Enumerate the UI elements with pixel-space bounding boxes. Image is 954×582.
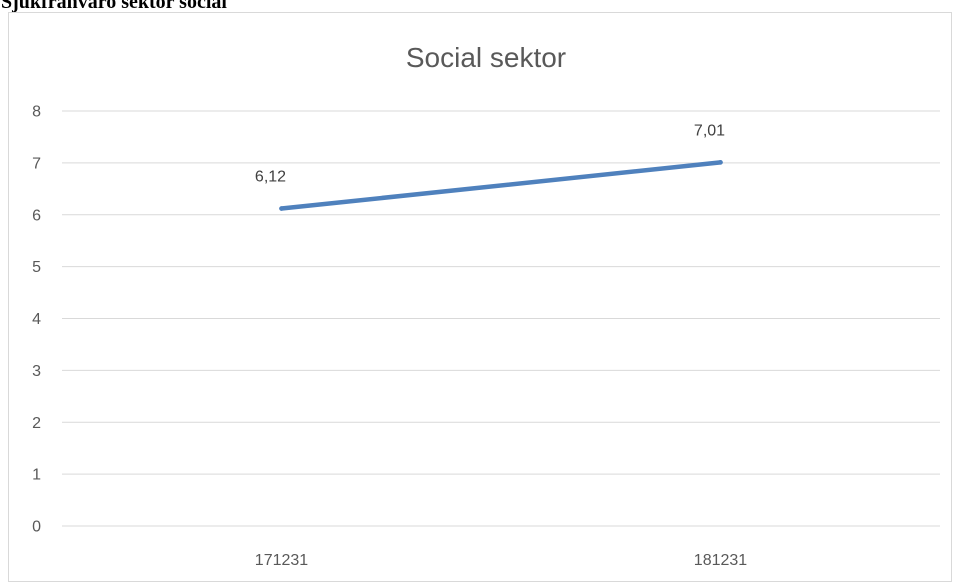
y-tick-label: 0 xyxy=(32,519,41,536)
x-tick-label: 171231 xyxy=(255,552,308,569)
chart-title: Social sektor xyxy=(406,42,566,73)
y-tick-label: 7 xyxy=(32,155,41,172)
y-tick-label: 4 xyxy=(32,311,41,328)
y-tick-label: 8 xyxy=(32,104,41,121)
data-label: 6,12 xyxy=(255,169,286,186)
y-tick-label: 6 xyxy=(32,207,41,224)
series-layer xyxy=(279,160,723,211)
series-line xyxy=(279,160,723,211)
data-point xyxy=(718,160,723,165)
data-label: 7,01 xyxy=(694,122,725,139)
x-tick-label: 181231 xyxy=(694,552,747,569)
document-heading: Sjukfrånvaro sektor social xyxy=(1,0,227,13)
y-tick-label: 3 xyxy=(32,363,41,380)
data-point xyxy=(279,206,284,211)
data-labels: 6,12 7,01 xyxy=(255,122,725,185)
gridlines xyxy=(62,110,940,527)
x-axis-ticks: 171231 181231 xyxy=(255,552,747,569)
y-tick-label: 1 xyxy=(32,467,41,484)
chart-area xyxy=(8,12,952,582)
y-tick-label: 2 xyxy=(32,415,41,432)
y-tick-label: 5 xyxy=(32,259,41,276)
y-axis-ticks: 0 1 2 3 4 5 6 7 8 xyxy=(32,104,41,536)
